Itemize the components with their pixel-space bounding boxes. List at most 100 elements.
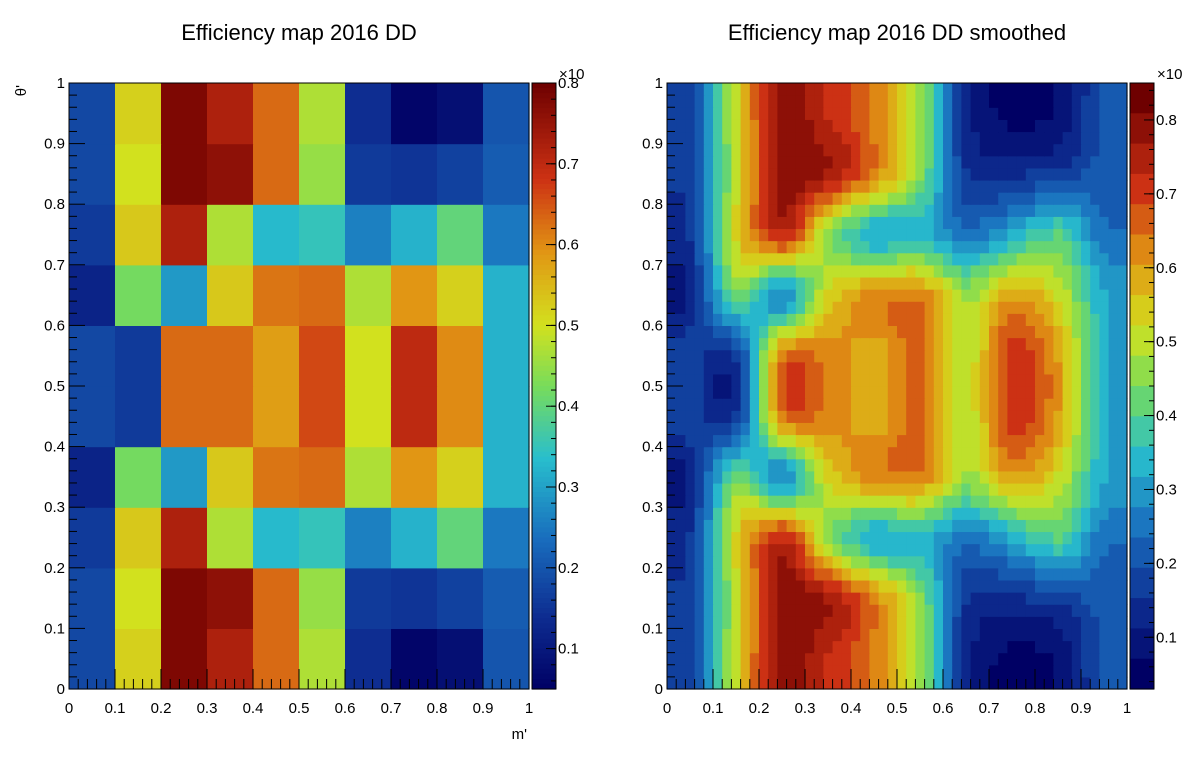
right-cell	[1081, 204, 1091, 217]
right-cell	[805, 179, 815, 193]
right-cell	[979, 131, 990, 145]
right-cell	[1090, 228, 1100, 242]
right-cell	[740, 337, 751, 351]
left-colorbar-swatch	[532, 598, 556, 604]
right-cell	[1016, 531, 1027, 545]
right-cell	[897, 95, 907, 108]
right-cell	[924, 289, 935, 302]
right-cell	[703, 131, 714, 145]
right-cell	[906, 543, 916, 557]
right-cell	[795, 143, 806, 157]
right-cell	[1035, 289, 1045, 302]
right-cell	[915, 276, 926, 290]
right-cell	[703, 434, 714, 448]
right-cell	[749, 458, 760, 472]
right-cell	[694, 95, 705, 108]
right-cell	[703, 495, 714, 508]
right-cell	[887, 361, 898, 375]
right-cell	[1025, 95, 1036, 108]
right-cell	[777, 458, 788, 472]
left-colorbar-swatch	[532, 532, 556, 539]
right-cell	[759, 264, 769, 278]
right-cell	[915, 131, 926, 145]
right-cell	[759, 579, 769, 593]
left-colorbar-swatch	[532, 285, 556, 291]
right-cell	[795, 373, 806, 387]
right-cell	[851, 228, 861, 242]
right-cell	[676, 301, 686, 314]
right-cell	[1016, 361, 1027, 375]
right-cell	[759, 567, 769, 581]
right-cell	[887, 555, 898, 569]
right-cell	[878, 301, 889, 314]
right-cell	[1025, 276, 1036, 290]
right-cell	[694, 604, 705, 617]
right-cell	[823, 446, 834, 460]
right-cell	[1090, 507, 1100, 520]
right-cell	[694, 349, 705, 363]
right-cell	[970, 652, 981, 666]
right-cell	[731, 95, 742, 108]
right-cell	[979, 579, 990, 593]
right-cell	[906, 373, 916, 387]
right-cell	[906, 446, 916, 460]
right-cell	[906, 252, 916, 266]
left-cell	[69, 325, 116, 387]
right-cell	[1025, 664, 1036, 678]
right-cell	[1108, 543, 1119, 557]
right-cell	[1062, 361, 1073, 375]
right-cell	[998, 337, 1008, 351]
right-cell	[1035, 482, 1045, 496]
right-cell	[713, 325, 723, 339]
right-cell	[961, 373, 972, 387]
right-cell	[749, 349, 760, 363]
left-colorbar-swatch	[532, 184, 556, 190]
right-cell	[667, 325, 677, 339]
right-cell	[805, 83, 815, 96]
right-cell	[676, 240, 686, 254]
right-cell	[961, 95, 972, 108]
right-cell	[1071, 204, 1082, 217]
right-cell	[740, 361, 751, 375]
right-cell	[851, 264, 861, 278]
right-cell	[1044, 179, 1054, 193]
right-cell	[749, 422, 760, 436]
right-cell	[832, 398, 843, 411]
right-cell	[952, 482, 962, 496]
right-colorbar-swatch	[1130, 83, 1154, 114]
right-cell	[851, 628, 861, 642]
right-cell	[1025, 446, 1036, 460]
right-cell	[915, 482, 926, 496]
left-colorbar-swatch	[532, 370, 556, 377]
right-cell	[878, 107, 889, 120]
left-cell	[161, 204, 208, 266]
right-cell	[878, 252, 889, 266]
right-cell	[814, 349, 824, 363]
right-cell	[897, 289, 907, 302]
left-cell	[483, 507, 530, 569]
right-cell	[759, 361, 769, 375]
right-x-tick-label: 0	[663, 700, 671, 717]
right-cell	[805, 167, 815, 181]
right-cell	[814, 495, 824, 508]
left-colorbar-swatch	[532, 264, 556, 271]
right-cell	[1062, 434, 1073, 448]
right-cell	[740, 652, 751, 666]
right-cell	[989, 107, 999, 120]
right-cell	[749, 361, 760, 375]
right-cell	[970, 119, 981, 133]
right-cell	[768, 434, 778, 448]
right-cell	[832, 119, 843, 133]
right-cell	[667, 289, 677, 302]
right-cell	[777, 422, 788, 436]
right-cell	[961, 652, 972, 666]
right-cell	[713, 143, 723, 157]
left-colorbar-tick-label: 0.3	[558, 479, 579, 496]
right-cell	[805, 155, 815, 169]
right-cell	[823, 289, 834, 302]
right-cell	[1044, 204, 1054, 217]
right-cell	[805, 470, 815, 484]
left-colorbar-swatch	[532, 638, 556, 645]
right-cell	[1108, 155, 1119, 169]
right-cell	[1035, 192, 1045, 205]
